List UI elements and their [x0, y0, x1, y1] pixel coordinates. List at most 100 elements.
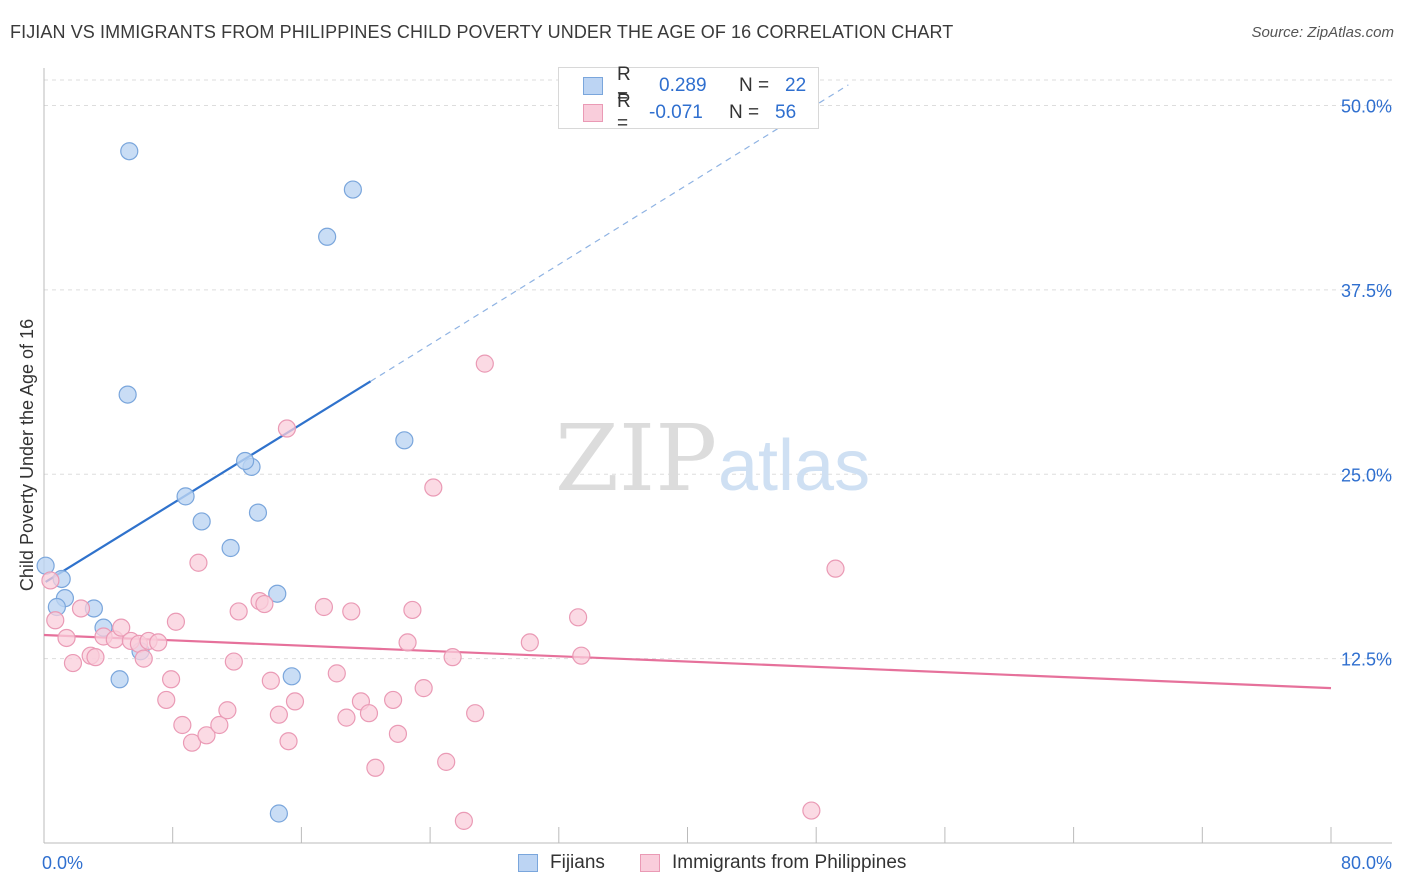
- n-value: 22: [785, 75, 807, 96]
- fijians-point: [318, 227, 337, 246]
- philippines-point: [46, 611, 65, 630]
- fijians-point: [343, 180, 362, 199]
- fijians-swatch: [583, 77, 603, 95]
- legend-row-fijians: R = 0.289 N = 22: [583, 64, 807, 107]
- philippines-point: [388, 724, 408, 743]
- philippines-point: [414, 679, 433, 698]
- fijians-swatch: [518, 854, 538, 872]
- r-value: 0.289: [659, 75, 707, 96]
- philippines-point: [57, 628, 76, 648]
- x-tick-label-max: 80.0%: [1341, 853, 1392, 873]
- philippines-point: [255, 594, 274, 614]
- fijians-point: [120, 142, 139, 161]
- fijians-point: [268, 584, 287, 603]
- chart-title: FIJIAN VS IMMIGRANTS FROM PHILIPPINES CH…: [10, 22, 954, 42]
- philippines-point: [269, 705, 288, 724]
- grid-lines: [44, 79, 1392, 660]
- philippines-point: [279, 732, 298, 751]
- watermark: ZIP atlas: [555, 405, 870, 512]
- philippines-point: [189, 553, 208, 572]
- philippines-point: [314, 597, 334, 617]
- philippines-point: [475, 354, 494, 373]
- x-tick-label-min: 0.0%: [42, 853, 83, 873]
- fijians-point: [269, 804, 288, 823]
- legend-row-philippines: R = -0.071 N = 56: [583, 91, 797, 134]
- legend-label-fijians: Fijians: [550, 852, 605, 873]
- r-label: R =: [617, 64, 631, 107]
- philippines-point: [437, 752, 456, 771]
- philippines-point: [366, 758, 385, 777]
- tick-labels: 12.5% 25.0% 37.5% 50.0% 0.0% 80.0%: [42, 97, 1392, 874]
- philippines-swatch: [640, 854, 660, 872]
- philippines-point: [149, 633, 168, 652]
- philippines-point: [229, 602, 248, 621]
- philippines-point: [572, 646, 591, 665]
- legend-label-philippines: Immigrants from Philippines: [672, 852, 907, 873]
- watermark-zip: ZIP: [555, 405, 717, 512]
- philippines-point: [398, 633, 417, 652]
- philippines-point: [826, 559, 845, 578]
- philippines-point: [285, 692, 305, 711]
- fijians-trendline-extension: [370, 84, 849, 382]
- y-tick-label: 50.0%: [1341, 97, 1392, 117]
- philippines-swatch: [583, 104, 603, 122]
- philippines-point: [173, 715, 192, 735]
- philippines-point: [342, 602, 361, 621]
- philippines-point: [63, 653, 83, 673]
- legend-item-fijians: Fijians: [518, 852, 605, 874]
- fijians-point: [282, 667, 301, 686]
- philippines-point: [466, 704, 485, 723]
- philippines-point: [569, 608, 588, 627]
- philippines-point: [86, 648, 105, 667]
- philippines-point: [520, 633, 539, 652]
- fijians-point: [248, 503, 268, 522]
- watermark-atlas: atlas: [718, 426, 870, 506]
- philippines-point: [403, 600, 422, 620]
- y-tick-label: 25.0%: [1341, 465, 1392, 485]
- philippines-point: [224, 652, 243, 671]
- philippines-point: [71, 599, 91, 618]
- n-label: N =: [739, 75, 770, 96]
- y-tick-label: 12.5%: [1341, 650, 1392, 670]
- philippines-point: [383, 690, 403, 710]
- fijians-point: [221, 538, 240, 558]
- philippines-point: [112, 618, 131, 637]
- y-tick-label: 37.5%: [1341, 281, 1392, 301]
- fijians-point: [192, 512, 211, 531]
- fijians-point: [235, 451, 255, 471]
- source-label: Source: ZipAtlas.com: [1251, 24, 1394, 41]
- y-axis-label: Child Poverty Under the Age of 16: [17, 319, 37, 591]
- axes: [43, 68, 1392, 844]
- legend-item-philippines: Immigrants from Philippines: [640, 852, 906, 874]
- philippines-point: [182, 733, 202, 752]
- philippines-point: [802, 801, 821, 820]
- philippines-point: [327, 664, 346, 683]
- philippines-points: [41, 354, 845, 830]
- n-label: N =: [729, 102, 760, 123]
- fijians-point: [395, 431, 414, 450]
- n-value: 56: [775, 102, 797, 123]
- series-legend: Fijians Immigrants from Philippines: [0, 852, 1406, 876]
- philippines-point: [134, 649, 153, 668]
- fijians-point: [110, 670, 129, 689]
- philippines-point: [424, 478, 443, 497]
- philippines-point: [337, 708, 356, 727]
- r-label: R =: [617, 91, 631, 134]
- philippines-point: [210, 715, 229, 735]
- philippines-point: [41, 571, 60, 590]
- philippines-point: [454, 811, 473, 830]
- correlation-legend: R = 0.289 N = 22 R = -0.071 N = 56: [558, 64, 819, 134]
- philippines-point: [157, 690, 176, 710]
- r-value: -0.071: [649, 102, 703, 123]
- philippines-point: [443, 648, 462, 667]
- philippines-point: [197, 726, 216, 745]
- philippines-point: [261, 671, 280, 690]
- philippines-point: [166, 612, 186, 631]
- philippines-point: [359, 704, 379, 723]
- philippines-trendline: [43, 633, 1332, 690]
- philippines-point: [218, 701, 237, 720]
- fijians-point: [176, 487, 195, 506]
- philippines-point: [277, 419, 297, 438]
- fijians-trendline: [45, 380, 372, 583]
